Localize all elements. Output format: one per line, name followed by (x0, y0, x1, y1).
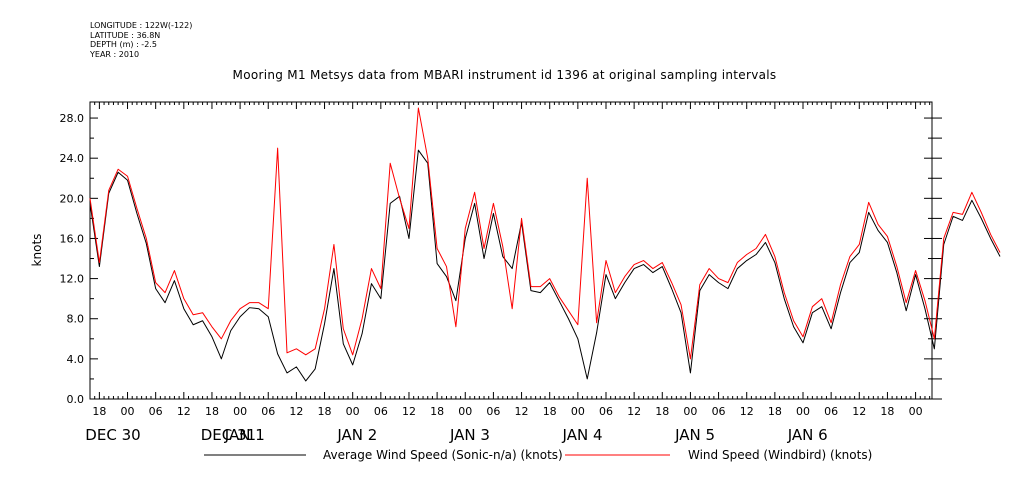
x-tick-label: 06 (599, 405, 613, 418)
x-date-label: DEC 31 (201, 426, 256, 444)
x-tick-label: 12 (627, 405, 641, 418)
y-tick-label: 16.0 (60, 232, 85, 245)
x-tick-label: 12 (740, 405, 754, 418)
y-tick-label: 24.0 (60, 152, 85, 165)
depth-text: DEPTH (m) : -2.5 (90, 40, 157, 49)
axes-layer: 18 00 06 12 18 00 06 12 18 00 06 12 18 00 06 12 18 00 06 12… (30, 101, 942, 444)
x-tick-label: 06 (712, 405, 726, 418)
x-tick-label: 00 (571, 405, 585, 418)
x-tick-label: 00 (121, 405, 135, 418)
x-date-label: DEC 30 (85, 426, 140, 444)
series-layer (89, 107, 1001, 382)
x-tick-label: 12 (852, 405, 866, 418)
x-date-label: JAN 4 (562, 426, 603, 444)
metadata-block: LONGITUDE : 122W(-122) LATITUDE : 36.8N DE… (90, 21, 192, 59)
x-tick-label: 06 (261, 405, 275, 418)
latitude-text: LATITUDE : 36.8N (90, 30, 161, 40)
x-tick-label: 18 (318, 405, 332, 418)
x-date-label: JAN 5 (674, 426, 715, 444)
legend-label-average: Average Wind Speed (Sonic-n/a) (knots) (323, 448, 563, 462)
x-tick-label: 18 (768, 405, 782, 418)
x-date-label: JAN 2 (336, 426, 377, 444)
x-tick-label: 06 (486, 405, 500, 418)
y-tick-label: 20.0 (60, 192, 85, 205)
x-tick-label: 12 (177, 405, 191, 418)
y-tick-label: 8.0 (67, 313, 85, 326)
longitude-text: LONGITUDE : 122W(-122) (90, 21, 193, 30)
legend-label-windbird: Wind Speed (Windbird) (knots) (688, 448, 872, 462)
x-tick-label: 06 (824, 405, 838, 418)
year-text: YEAR : 2010 (90, 49, 140, 59)
y-tick-label: 4.0 (67, 353, 85, 366)
x-date-label: JAN 1 (224, 426, 265, 444)
x-tick-label: 18 (880, 405, 894, 418)
x-tick-label: 00 (233, 405, 247, 418)
x-tick-label: 18 (543, 405, 557, 418)
x-tick-label: 18 (205, 405, 219, 418)
x-tick-label: 00 (796, 405, 810, 418)
x-tick-label: 00 (909, 405, 923, 418)
legend: Average Wind Speed (Sonic-n/a) (knots) Wi… (204, 448, 872, 462)
x-tick-label: 06 (149, 405, 163, 418)
x-tick-label: 18 (655, 405, 669, 418)
x-tick-label: 18 (92, 405, 106, 418)
x-tick-label: 00 (683, 405, 697, 418)
x-tick-label: 06 (374, 405, 388, 418)
x-tick-label: 00 (458, 405, 472, 418)
plot-frame (89, 101, 933, 400)
series-line-windbird-wind-speed (89, 107, 1001, 360)
y-tick-label: 28.0 (60, 112, 85, 125)
x-date-label: JAN 6 (787, 426, 828, 444)
y-tick-label: 12.0 (60, 273, 85, 286)
x-tick-label: 12 (515, 405, 529, 418)
y-tick-label: 0.0 (67, 393, 85, 406)
y-axis-label: knots (30, 234, 44, 267)
x-tick-label: 12 (289, 405, 303, 418)
x-tick-label: 00 (346, 405, 360, 418)
x-tick-label: 18 (430, 405, 444, 418)
x-tick-label: 12 (402, 405, 416, 418)
series-line-average-wind-speed (89, 149, 1001, 382)
chart-title: Mooring M1 Metsys data from MBARI instru… (232, 68, 777, 82)
x-date-label: JAN 3 (449, 426, 490, 444)
